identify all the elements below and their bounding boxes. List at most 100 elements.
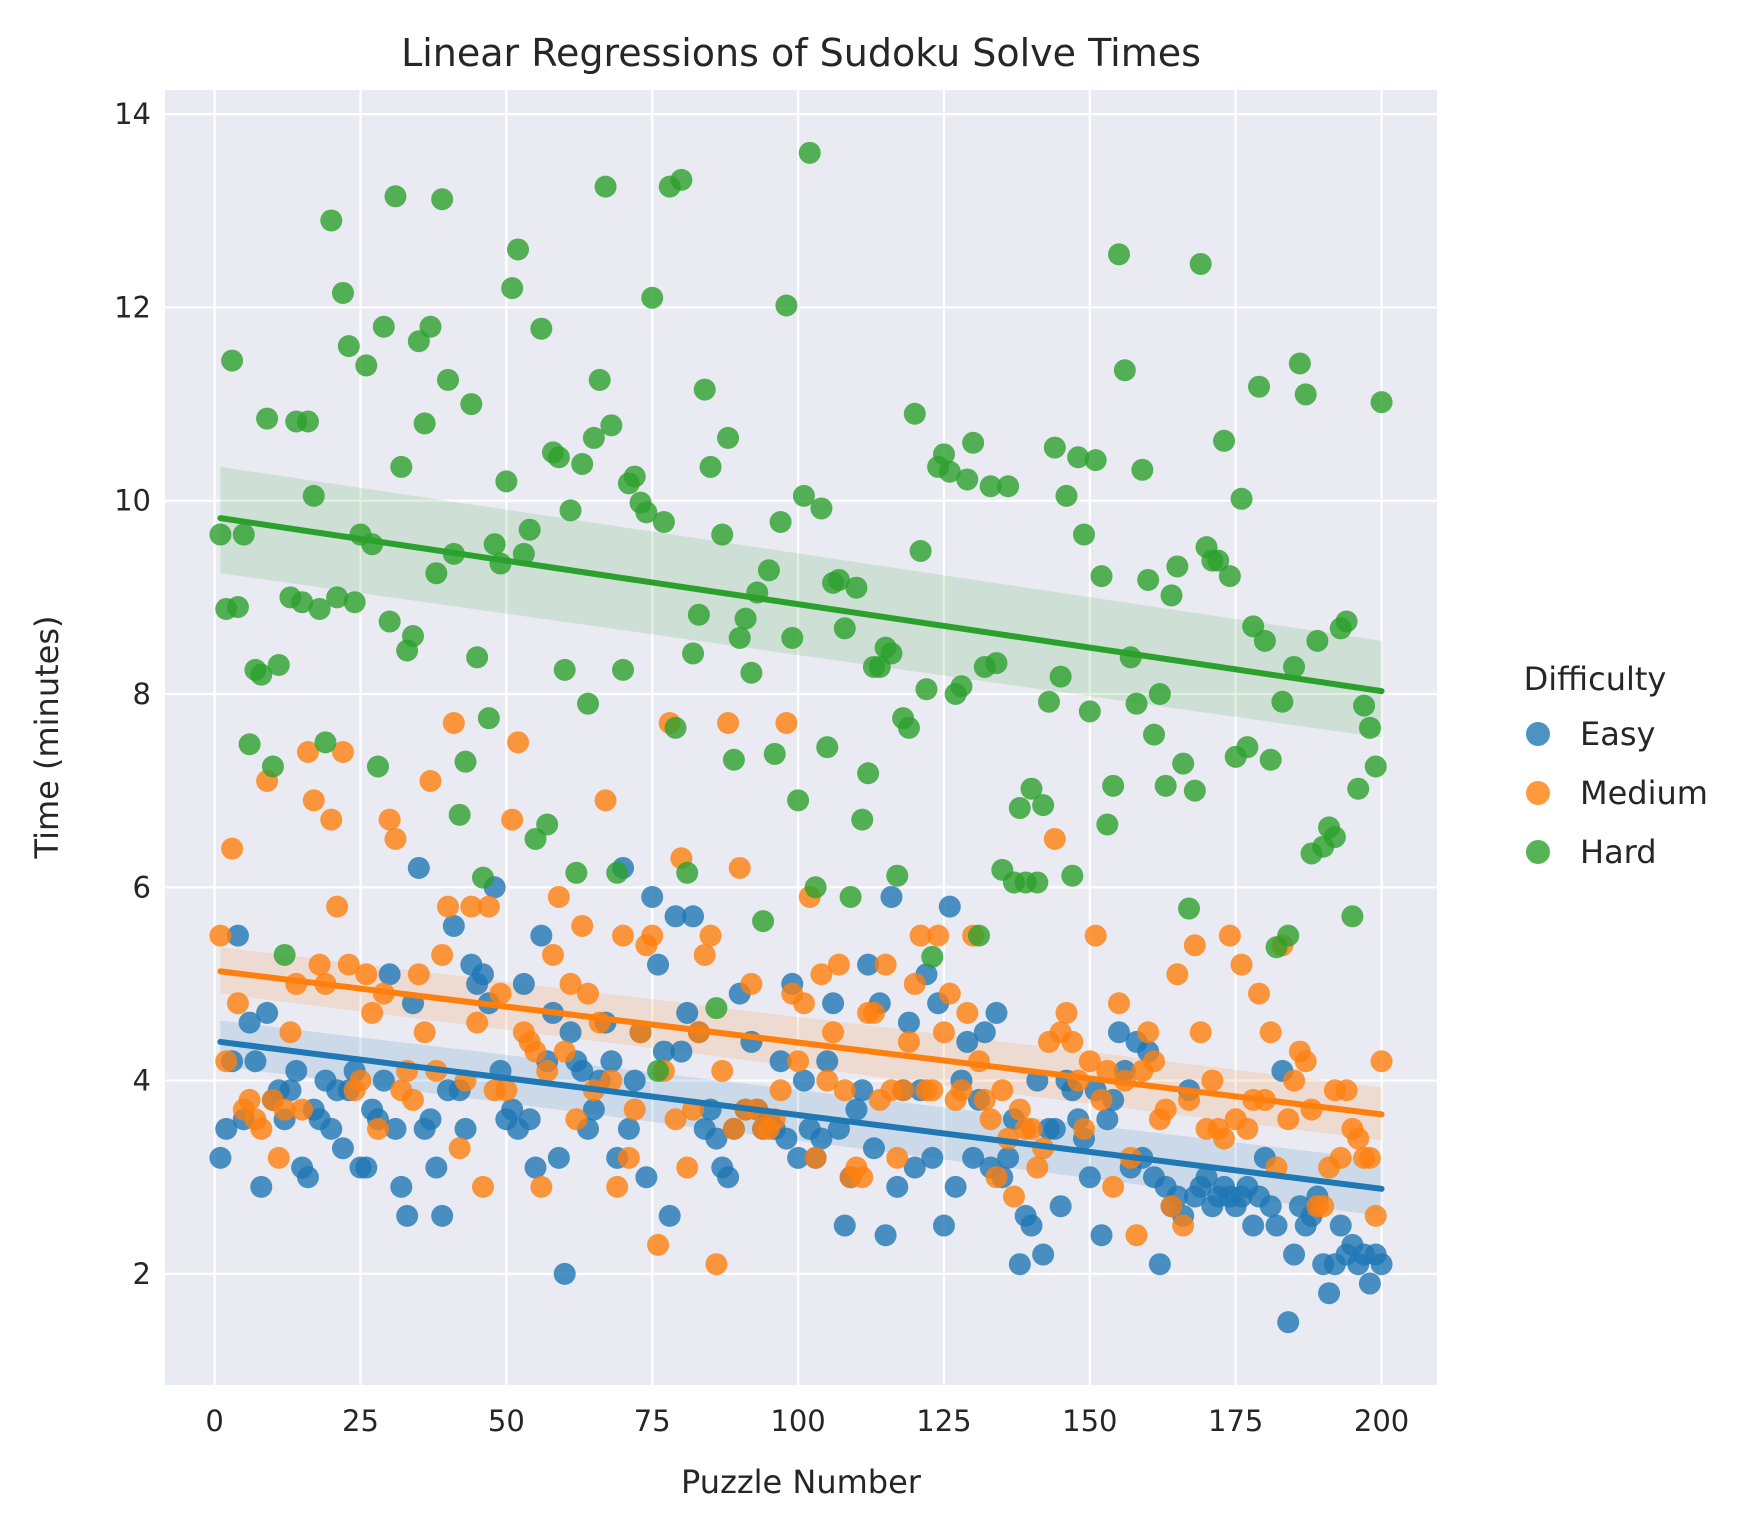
easy-point [408, 857, 430, 879]
hard-point [816, 736, 838, 758]
easy-point [1149, 1253, 1171, 1275]
hard-point [1324, 826, 1346, 848]
medium-point [723, 1118, 745, 1140]
medium-point [379, 809, 401, 831]
easy-point [600, 1050, 622, 1072]
hard-point [320, 209, 342, 231]
hard-point [419, 316, 441, 338]
easy-point [1330, 1215, 1352, 1237]
easy-point [1242, 1215, 1264, 1237]
medium-point [612, 925, 634, 947]
easy-point [670, 1041, 692, 1063]
medium-point [1190, 1021, 1212, 1043]
easy-point [209, 1147, 231, 1169]
medium-point [1219, 925, 1241, 947]
easy-point [618, 1118, 640, 1140]
y-tick-label: 14 [114, 97, 151, 131]
hard-point [478, 707, 500, 729]
medium-point [1312, 1195, 1334, 1217]
chart-title: Linear Regressions of Sudoku Solve Times [401, 31, 1201, 75]
medium-point [449, 1137, 471, 1159]
easy-point [845, 1099, 867, 1121]
medium-point [1213, 1128, 1235, 1150]
medium-point [326, 896, 348, 918]
easy-point [624, 1070, 646, 1092]
easy-point [1096, 1108, 1118, 1130]
medium-point [419, 770, 441, 792]
hard-point [373, 316, 395, 338]
medium-point [1155, 1099, 1177, 1121]
medium-point [1260, 1021, 1282, 1043]
hard-point [740, 662, 762, 684]
medium-point [729, 857, 751, 879]
medium-point [320, 809, 342, 831]
medium-point [985, 1166, 1007, 1188]
medium-legend-marker [1526, 781, 1550, 805]
hard-point [845, 577, 867, 599]
hard-point [507, 238, 529, 260]
medium-point [1248, 983, 1270, 1005]
hard-point [1137, 569, 1159, 591]
hard-point [904, 403, 926, 425]
hard-point [787, 789, 809, 811]
hard-point [209, 524, 231, 546]
medium-point [239, 1089, 261, 1111]
hard-point [1219, 565, 1241, 587]
hard-point [834, 617, 856, 639]
medium-point [694, 944, 716, 966]
easy-point [1277, 1311, 1299, 1333]
easy-point [635, 1166, 657, 1188]
hard-point [367, 755, 389, 777]
easy-point [355, 1157, 377, 1179]
medium-point [1044, 828, 1066, 850]
medium-point [472, 1176, 494, 1198]
medium-point [1283, 1070, 1305, 1092]
hard-point [641, 287, 663, 309]
easy-point [676, 1002, 698, 1024]
easy-point [997, 1147, 1019, 1169]
hard-point [851, 809, 873, 831]
y-axis-label: Time (minutes) [28, 616, 66, 860]
medium-point [1166, 963, 1188, 985]
easy-point [285, 1060, 307, 1082]
easy-point [1318, 1282, 1340, 1304]
hard-point [898, 717, 920, 739]
easy-point [875, 1224, 897, 1246]
easy-point [1359, 1273, 1381, 1295]
hard-point [1102, 775, 1124, 797]
easy-point [244, 1050, 266, 1072]
hard-point [1277, 925, 1299, 947]
medium-point [408, 963, 430, 985]
medium-point [1336, 1079, 1358, 1101]
medium-point [834, 1079, 856, 1101]
medium-point [921, 1079, 943, 1101]
x-tick-label: 200 [1354, 1404, 1409, 1438]
x-tick-label: 0 [205, 1404, 223, 1438]
medium-point [501, 809, 523, 831]
easy-point [250, 1176, 272, 1198]
hard-point [840, 886, 862, 908]
hard-point [233, 524, 255, 546]
easy-point [1050, 1195, 1072, 1217]
hard-point [449, 804, 471, 826]
medium-point [1295, 1050, 1317, 1072]
medium-point [384, 828, 406, 850]
easy-point [454, 1118, 476, 1140]
medium-point [1090, 1089, 1112, 1111]
medium-point [1055, 1002, 1077, 1024]
medium-point [863, 1002, 885, 1024]
hard-point [1108, 243, 1130, 265]
hard-point [1143, 724, 1165, 746]
medium-point [618, 1147, 640, 1169]
medium-point [793, 992, 815, 1014]
hard-point [665, 717, 687, 739]
easy-point [1266, 1215, 1288, 1237]
easy-point [1020, 1215, 1042, 1237]
medium-point [542, 944, 564, 966]
medium-point [577, 983, 599, 1005]
easy-point [525, 1157, 547, 1179]
easy-point [886, 1176, 908, 1198]
medium-point [250, 1118, 272, 1140]
hard-point [402, 625, 424, 647]
easy-point [379, 963, 401, 985]
